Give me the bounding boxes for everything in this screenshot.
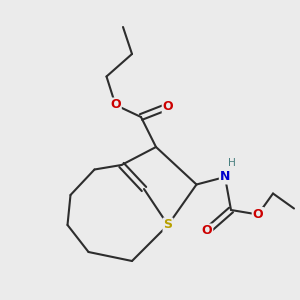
Text: N: N	[220, 170, 230, 184]
Text: O: O	[202, 224, 212, 238]
Text: S: S	[164, 218, 172, 232]
Text: O: O	[110, 98, 121, 112]
Text: O: O	[163, 100, 173, 113]
Text: H: H	[228, 158, 236, 169]
Text: O: O	[253, 208, 263, 221]
